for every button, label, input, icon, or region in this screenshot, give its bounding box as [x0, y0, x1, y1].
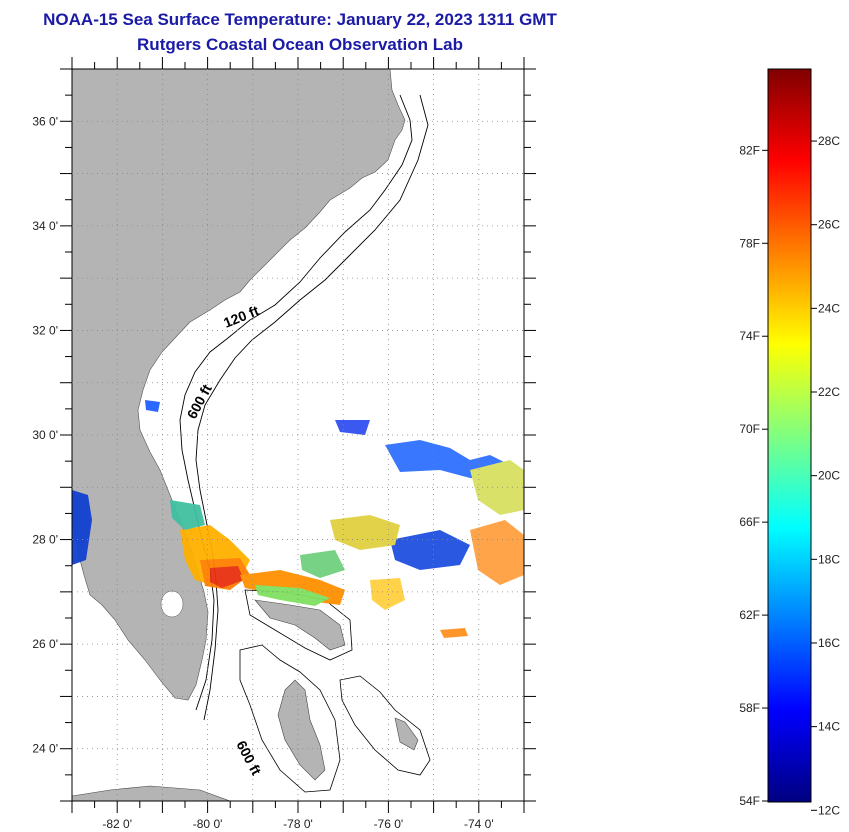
contour-600ft	[195, 94, 429, 721]
latitude-label: 26 0'	[32, 637, 58, 651]
colorbar-label-f: 74F	[739, 329, 760, 343]
sst-patch-gulfstream-green	[255, 585, 330, 606]
colorbar-label-f: 66F	[739, 515, 760, 529]
latitude-label: 30 0'	[32, 428, 58, 442]
colorbar-label-f: 54F	[739, 794, 760, 808]
colorbar-label-f: 82F	[739, 143, 760, 157]
colorbar-label-f: 58F	[739, 701, 760, 715]
latitude-label: 24 0'	[32, 742, 58, 756]
colorbar-label-f: 70F	[739, 422, 760, 436]
contour-bahamas-2	[339, 675, 431, 776]
colorbar-label-c: 16C	[818, 636, 840, 650]
sst-patch-south-small	[440, 628, 468, 638]
latitude-label: 34 0'	[32, 219, 58, 233]
colorbar-celsius-labels: 28C 26C 24C 22C 20C 18C 16C 14C 12C	[811, 134, 840, 817]
sst-patch-mid-green	[300, 550, 345, 578]
longitude-label: -82 0'	[102, 817, 132, 831]
colorbar-gradient	[767, 68, 812, 803]
frame-ticks	[60, 57, 536, 813]
sst-patch-mid-cool	[390, 530, 470, 570]
longitude-label: -76 0'	[374, 817, 404, 831]
longitude-label: -80 0'	[193, 817, 223, 831]
land-bahamas-east	[394, 717, 419, 751]
sst-map: 36 0' 34 0' 32 0' 30 0' 28 0' 26 0' 24 0' -82 …	[32, 57, 536, 831]
colorbar-label-c: 12C	[818, 803, 840, 817]
colorbar-fahrenheit-labels: 82F 78F 74F 70F 66F 62F 58F 54F	[739, 143, 768, 808]
latitude-label: 36 0'	[32, 114, 58, 128]
map-title: NOAA-15 Sea Surface Temperature: January…	[43, 10, 557, 29]
sst-data-layer	[72, 400, 524, 638]
latitude-label: 28 0'	[32, 533, 58, 547]
colorbar-label-c: 28C	[818, 134, 840, 148]
colorbar-label-c: 22C	[818, 385, 840, 399]
map-subtitle: Rutgers Coastal Ocean Observation Lab	[137, 35, 463, 54]
sst-patch-north-scatter	[145, 400, 160, 412]
lake-okeechobee	[160, 590, 184, 618]
colorbar-label-f: 62F	[739, 608, 760, 622]
sst-patch-south-yellow	[370, 578, 405, 610]
sst-patch-shelf-blue	[335, 420, 370, 435]
latitude-label: 32 0'	[32, 323, 58, 337]
colorbar-label-c: 14C	[818, 720, 840, 734]
sst-patch-mid-warm	[330, 515, 400, 550]
longitude-labels: -82 0' -80 0' -78 0' -76 0' -74 0'	[102, 817, 493, 831]
longitude-label: -74 0'	[464, 817, 494, 831]
colorbar-label-f: 78F	[739, 236, 760, 250]
colorbar-label-c: 20C	[818, 469, 840, 483]
graticule	[72, 69, 524, 801]
sst-patch-east-warm	[470, 520, 524, 585]
colorbar-label-c: 26C	[818, 218, 840, 232]
land-bahamas-andros	[277, 679, 326, 781]
sst-patch-florida-coast-cold	[72, 490, 92, 565]
longitude-label: -78 0'	[283, 817, 313, 831]
land-southeast-us	[72, 69, 406, 701]
colorbar-label-c: 18C	[818, 552, 840, 566]
sst-patch-coast-green	[170, 500, 205, 530]
contour-bahamas-1	[239, 644, 341, 793]
colorbar-label-c: 24C	[818, 301, 840, 315]
latitude-labels: 36 0' 34 0' 32 0' 30 0' 28 0' 26 0' 24 0'	[32, 114, 58, 755]
sst-patch-hot	[210, 566, 244, 588]
land-cuba	[72, 785, 231, 801]
land-bahamas-grand	[254, 599, 346, 651]
